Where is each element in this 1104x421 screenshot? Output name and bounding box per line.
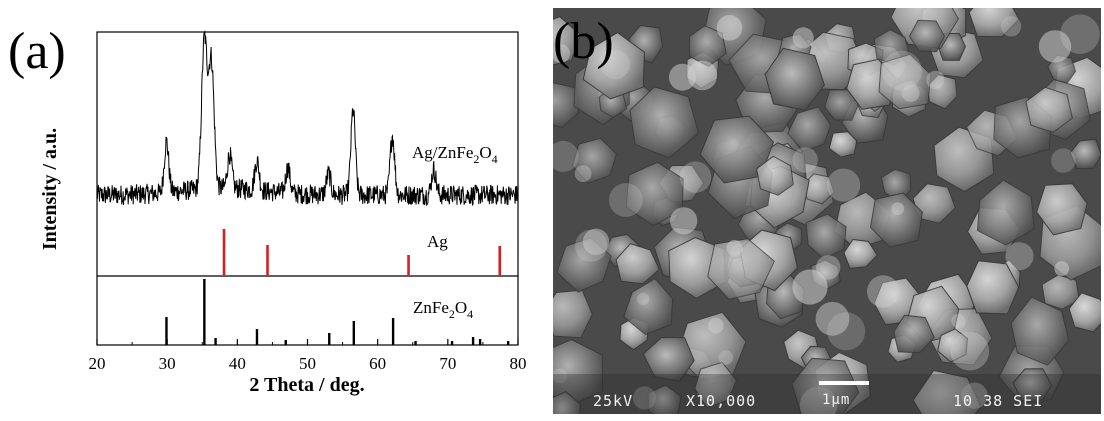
scale-bar (819, 381, 869, 385)
sem-image (553, 8, 1101, 414)
y-axis-title: Intensity / a.u. (39, 128, 61, 250)
panel-b-label: (b) (553, 13, 614, 70)
x-tick-label: 80 (510, 354, 527, 373)
series-line-ag-znfe2o4 (96, 30, 519, 207)
x-tick-label: 20 (89, 354, 106, 373)
data-layer (96, 30, 519, 345)
series-label: Ag (427, 232, 448, 251)
x-axis-title: 2 Theta / deg. (249, 374, 364, 396)
panel-a-label: (a) (8, 23, 66, 80)
scale-bar-label: 1μm (822, 392, 851, 408)
sem-info: 10 38 SEI (953, 392, 1044, 410)
x-tick-label: 60 (369, 354, 386, 373)
x-tick-label: 70 (439, 354, 456, 373)
sem-voltage: 25kV (593, 392, 634, 410)
xrd-chart: (a) 20 30 40 50 60 70 80 2 Theta / deg. Intens… (8, 23, 527, 396)
series-label: ZnFe2O4 (413, 298, 473, 321)
x-tick-label: 50 (299, 354, 316, 373)
sem-magnification: X10,000 (686, 392, 757, 410)
series-labels: Ag/ZnFe2O4 Ag ZnFe2O4 (412, 143, 498, 321)
sem-micrograph: (b) 25kV X10,000 1μm 10 38 SEI (553, 8, 1101, 414)
x-tick-label: 30 (159, 354, 176, 373)
x-axis: 20 30 40 50 60 70 80 (89, 339, 527, 373)
series-label: Ag/ZnFe2O4 (412, 143, 498, 166)
x-tick-label: 40 (229, 354, 246, 373)
